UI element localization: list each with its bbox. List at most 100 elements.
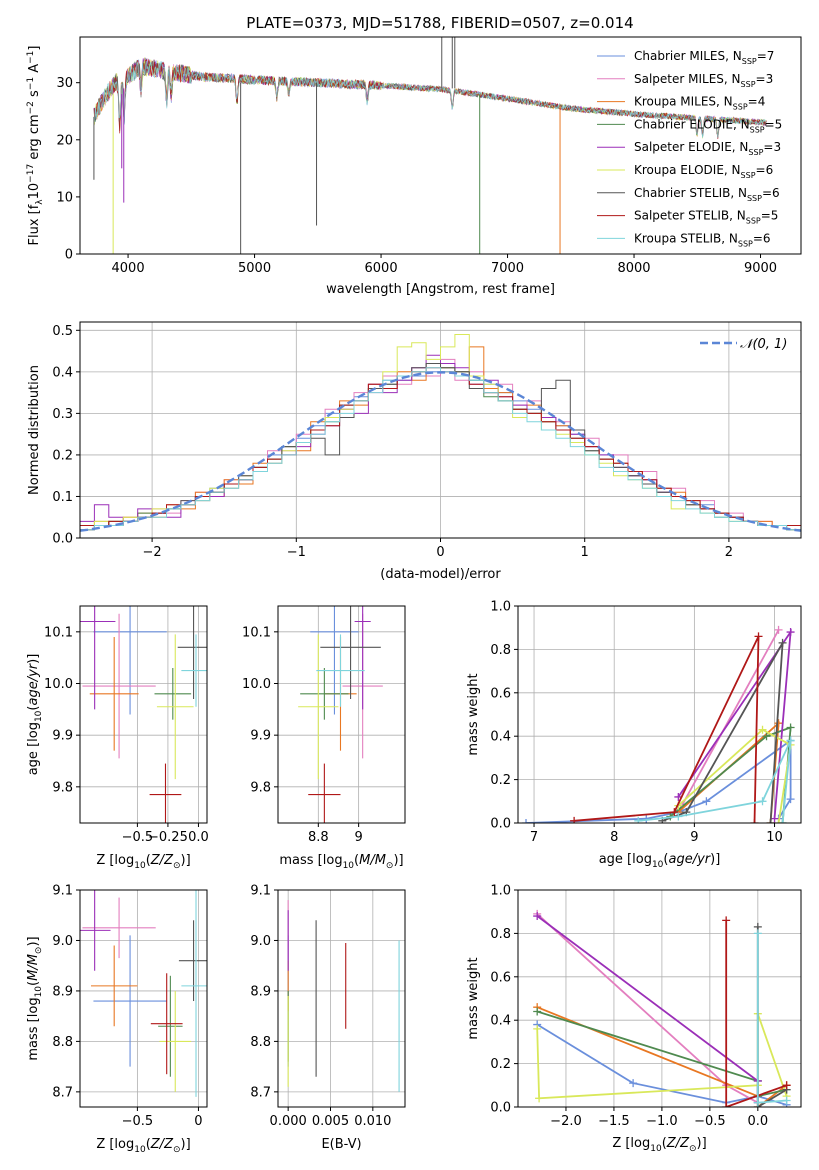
residual_histogram-ytick-label-1: 0.1: [52, 490, 73, 505]
residual_histogram-xtick-label-0: −2: [143, 545, 162, 560]
age_vs_mass-ytick-label-0: 9.8: [250, 780, 271, 795]
mass_vs_ebv-xtick-label-2: 0.010: [354, 1114, 391, 1129]
mass_vs_ebv-xlabel: E(B-V): [321, 1137, 361, 1152]
spectrum-xtick-label-2: 6000: [365, 261, 398, 276]
mass_weight_vs_z-marker-kroupa_elodie-1: [535, 1094, 544, 1103]
age_vs_z-xtick-label-1: −0.25: [148, 830, 188, 845]
mass_weight_vs_z-marker-salpeter_stelib-1: [722, 1103, 731, 1107]
age_vs_mass-plot-area: [298, 606, 383, 823]
residual_histogram-xtick-label-4: 2: [725, 545, 733, 560]
mass_weight_vs_age-marker-chabrier_stelib-2: [778, 638, 787, 647]
mass_weight_vs_z-marker-kroupa_elodie-0: [533, 1024, 542, 1033]
mass_weight_vs_z-ytick-label-0: 0.0: [490, 1101, 511, 1116]
age_vs_z-xtick-label-0: −0.5: [122, 830, 154, 845]
mass_weight_vs_age-ylabel: mass weight: [466, 673, 481, 755]
mass_weight_vs_age-xtick-label-3: 10: [766, 830, 783, 845]
mass_weight_vs_age-marker-kroupa_elodie-3: [774, 819, 783, 823]
age_vs_z-ytick-label-0: 9.8: [52, 780, 73, 795]
mass_vs_ebv-xtick-label-1: 0.005: [312, 1114, 349, 1129]
mass_weight_vs_z-frame: [517, 889, 802, 1108]
residual_histogram-xtick-label-3: 1: [581, 545, 589, 560]
mass_weight_vs_age-marker-chabrier_miles-5: [786, 795, 795, 804]
mass_weight_vs_age-marker-salpeter_elodie-2: [770, 814, 779, 823]
mass_vs_z-xtick-label-0: −0.5: [122, 1114, 154, 1129]
mass_weight_vs_age-ytick-label-1: 0.2: [490, 773, 511, 788]
mass_weight_vs_age-line-salpeter_miles: [677, 629, 780, 813]
gaussian-curve: [80, 371, 801, 532]
mass_weight_vs_z-marker-kroupa_stelib-0: [753, 929, 762, 938]
mass_weight_vs_age-marker-kroupa_elodie-1: [758, 725, 767, 734]
mass_weight_vs_age-marker-salpeter_elodie-1: [786, 628, 795, 637]
residual_histogram-ytick-label-0: 0.0: [52, 532, 73, 547]
mass_weight_vs_age-marker-chabrier_elodie-2: [786, 723, 795, 732]
mass_vs_z-plot-area: [80, 890, 207, 1097]
legend-label-kroupa_elodie: Kroupa ELODIE, NSSP=6: [634, 163, 773, 180]
mass_weight_vs_z-marker-kroupa_stelib-2: [782, 1096, 791, 1105]
mass_weight_vs_z-ylabel: mass weight: [466, 957, 481, 1039]
age_vs_z-ytick-label-3: 10.1: [44, 625, 73, 640]
mass_weight_vs_age-marker-salpeter_stelib-1: [670, 808, 679, 817]
mass_vs_ebv-ytick-label-2: 8.9: [250, 984, 271, 999]
legend-label-chabrier_miles: Chabrier MILES, NSSP=7: [634, 49, 774, 66]
mass_weight_vs_age-line-salpeter_stelib: [574, 636, 760, 823]
spectrum-xtick-label-3: 7000: [491, 261, 524, 276]
legend-label-salpeter_miles: Salpeter MILES, NSSP=3: [634, 72, 773, 89]
mass_weight_vs_age-marker-salpeter_stelib-2: [754, 632, 763, 641]
mass_weight_vs_age-xtick-label-2: 9: [690, 830, 698, 845]
mass_weight_vs_z-ytick-label-3: 0.6: [490, 970, 511, 985]
mass_vs_ebv-panel: 0.000 0.005 0.010 8.7 8.8 8.9 9.0 9.1 E(B-V): [250, 884, 406, 1152]
spectrum-xtick-label-1: 5000: [238, 261, 271, 276]
hist-legend-label: 𝒩(0, 1): [740, 337, 787, 352]
age_vs_z-ytick-label-1: 9.9: [52, 729, 73, 744]
mass_vs_ebv-xtick-label-0: 0.000: [270, 1114, 307, 1129]
mass_vs_ebv-frame: [277, 889, 406, 1108]
mass_vs_ebv-plot-area: [287, 900, 400, 1092]
mass_vs_z-ytick-label-3: 9.0: [52, 934, 73, 949]
figure-title: PLATE=0373, MJD=51788, FIBERID=0507, z=0…: [246, 14, 633, 32]
residual_histogram-ytick-label-4: 0.4: [52, 365, 73, 380]
residual_histogram-ytick-label-5: 0.5: [52, 324, 73, 339]
residual_histogram-panel: −2 −1 0 1 2 0.0 0.1 0.2 0.3 0.4 0.5 𝒩(0, 1) (data-mo…: [27, 321, 802, 582]
legend-label-kroupa_miles: Kroupa MILES, NSSP=4: [634, 95, 765, 112]
mass_weight_vs_z-xtick-label-4: 0.0: [747, 1114, 768, 1129]
residual_histogram-xtick-label-2: 0: [436, 545, 444, 560]
mass_vs_z-ytick-label-0: 8.7: [52, 1085, 73, 1100]
mass_weight_vs_age-line-chabrier_miles: [525, 738, 792, 823]
legend-label-chabrier_elodie: Chabrier ELODIE, NSSP=5: [634, 117, 782, 134]
mass_weight_vs_age-plot-area: [522, 625, 795, 823]
spectrum-ytick-label-3: 30: [56, 76, 73, 91]
mass_weight_vs_age-ytick-label-3: 0.6: [490, 686, 511, 701]
hist-ylabel: Normed distribution: [27, 365, 42, 495]
legend-label-chabrier_stelib: Chabrier STELIB, NSSP=6: [634, 186, 780, 203]
spectrum-xtick-label-5: 9000: [744, 261, 777, 276]
mass_vs_z-ytick-label-2: 8.9: [52, 984, 73, 999]
mass_weight_vs_age-ytick-label-4: 0.8: [490, 643, 511, 658]
mass_vs_z-frame: [79, 889, 208, 1108]
mass_weight_vs_z-line-chabrier_stelib: [756, 926, 788, 1107]
mass_weight_vs_z-xtick-label-0: −2.0: [550, 1114, 582, 1129]
age_vs_mass-xlabel: mass [log10(M/M⊙)]: [279, 853, 403, 871]
mass_weight_vs_age-marker-kroupa_stelib-1: [674, 812, 683, 821]
spectrum-xlabel: wavelength [Angstrom, rest frame]: [326, 282, 555, 297]
mass_vs_z-xlabel: Z [log10(Z/Z⊙)]: [96, 1137, 190, 1155]
mass_vs_z-ytick-label-1: 8.8: [52, 1035, 73, 1050]
mass_weight_vs_age-marker-salpeter_stelib-3: [750, 819, 759, 823]
mass_weight_vs_z-line-salpeter_stelib: [725, 920, 787, 1107]
panels: 4000 5000 6000 7000 8000 90000102030wavelengt…: [26, 36, 802, 1155]
mass_weight_vs_age-marker-kroupa_miles-1: [774, 719, 783, 728]
age_vs_mass-ytick-label-2: 10.0: [242, 677, 271, 692]
mass_weight_vs_age-xlabel: age [log10(age/yr)]: [599, 852, 721, 870]
spectrum-xtick-label-0: 4000: [112, 261, 145, 276]
mass_weight_vs_z-ytick-label-4: 0.8: [490, 927, 511, 942]
residual_histogram-xtick-label-1: −1: [287, 545, 306, 560]
mass_weight_vs_age-marker-kroupa_stelib-4: [778, 819, 787, 823]
residual_histogram-ytick-label-3: 0.3: [52, 407, 73, 422]
mass_weight_vs_z-xtick-label-3: −0.5: [694, 1114, 726, 1129]
mass_weight_vs_z-marker-chabrier_miles-1: [629, 1079, 638, 1088]
age_vs_z-xlabel: Z [log10(Z/Z⊙)]: [96, 853, 190, 871]
spectrum-ytick-label-1: 10: [56, 190, 73, 205]
mass_vs_ebv-ytick-label-0: 8.7: [250, 1085, 271, 1100]
mass_weight_vs_z-panel: −2.0 −1.5 −1.0 −0.5 0.0 0.0 0.2 0.4 0.6 0.8 1.0 Z […: [466, 884, 802, 1154]
mass_weight_vs_age-marker-kroupa_stelib-0: [634, 816, 643, 823]
